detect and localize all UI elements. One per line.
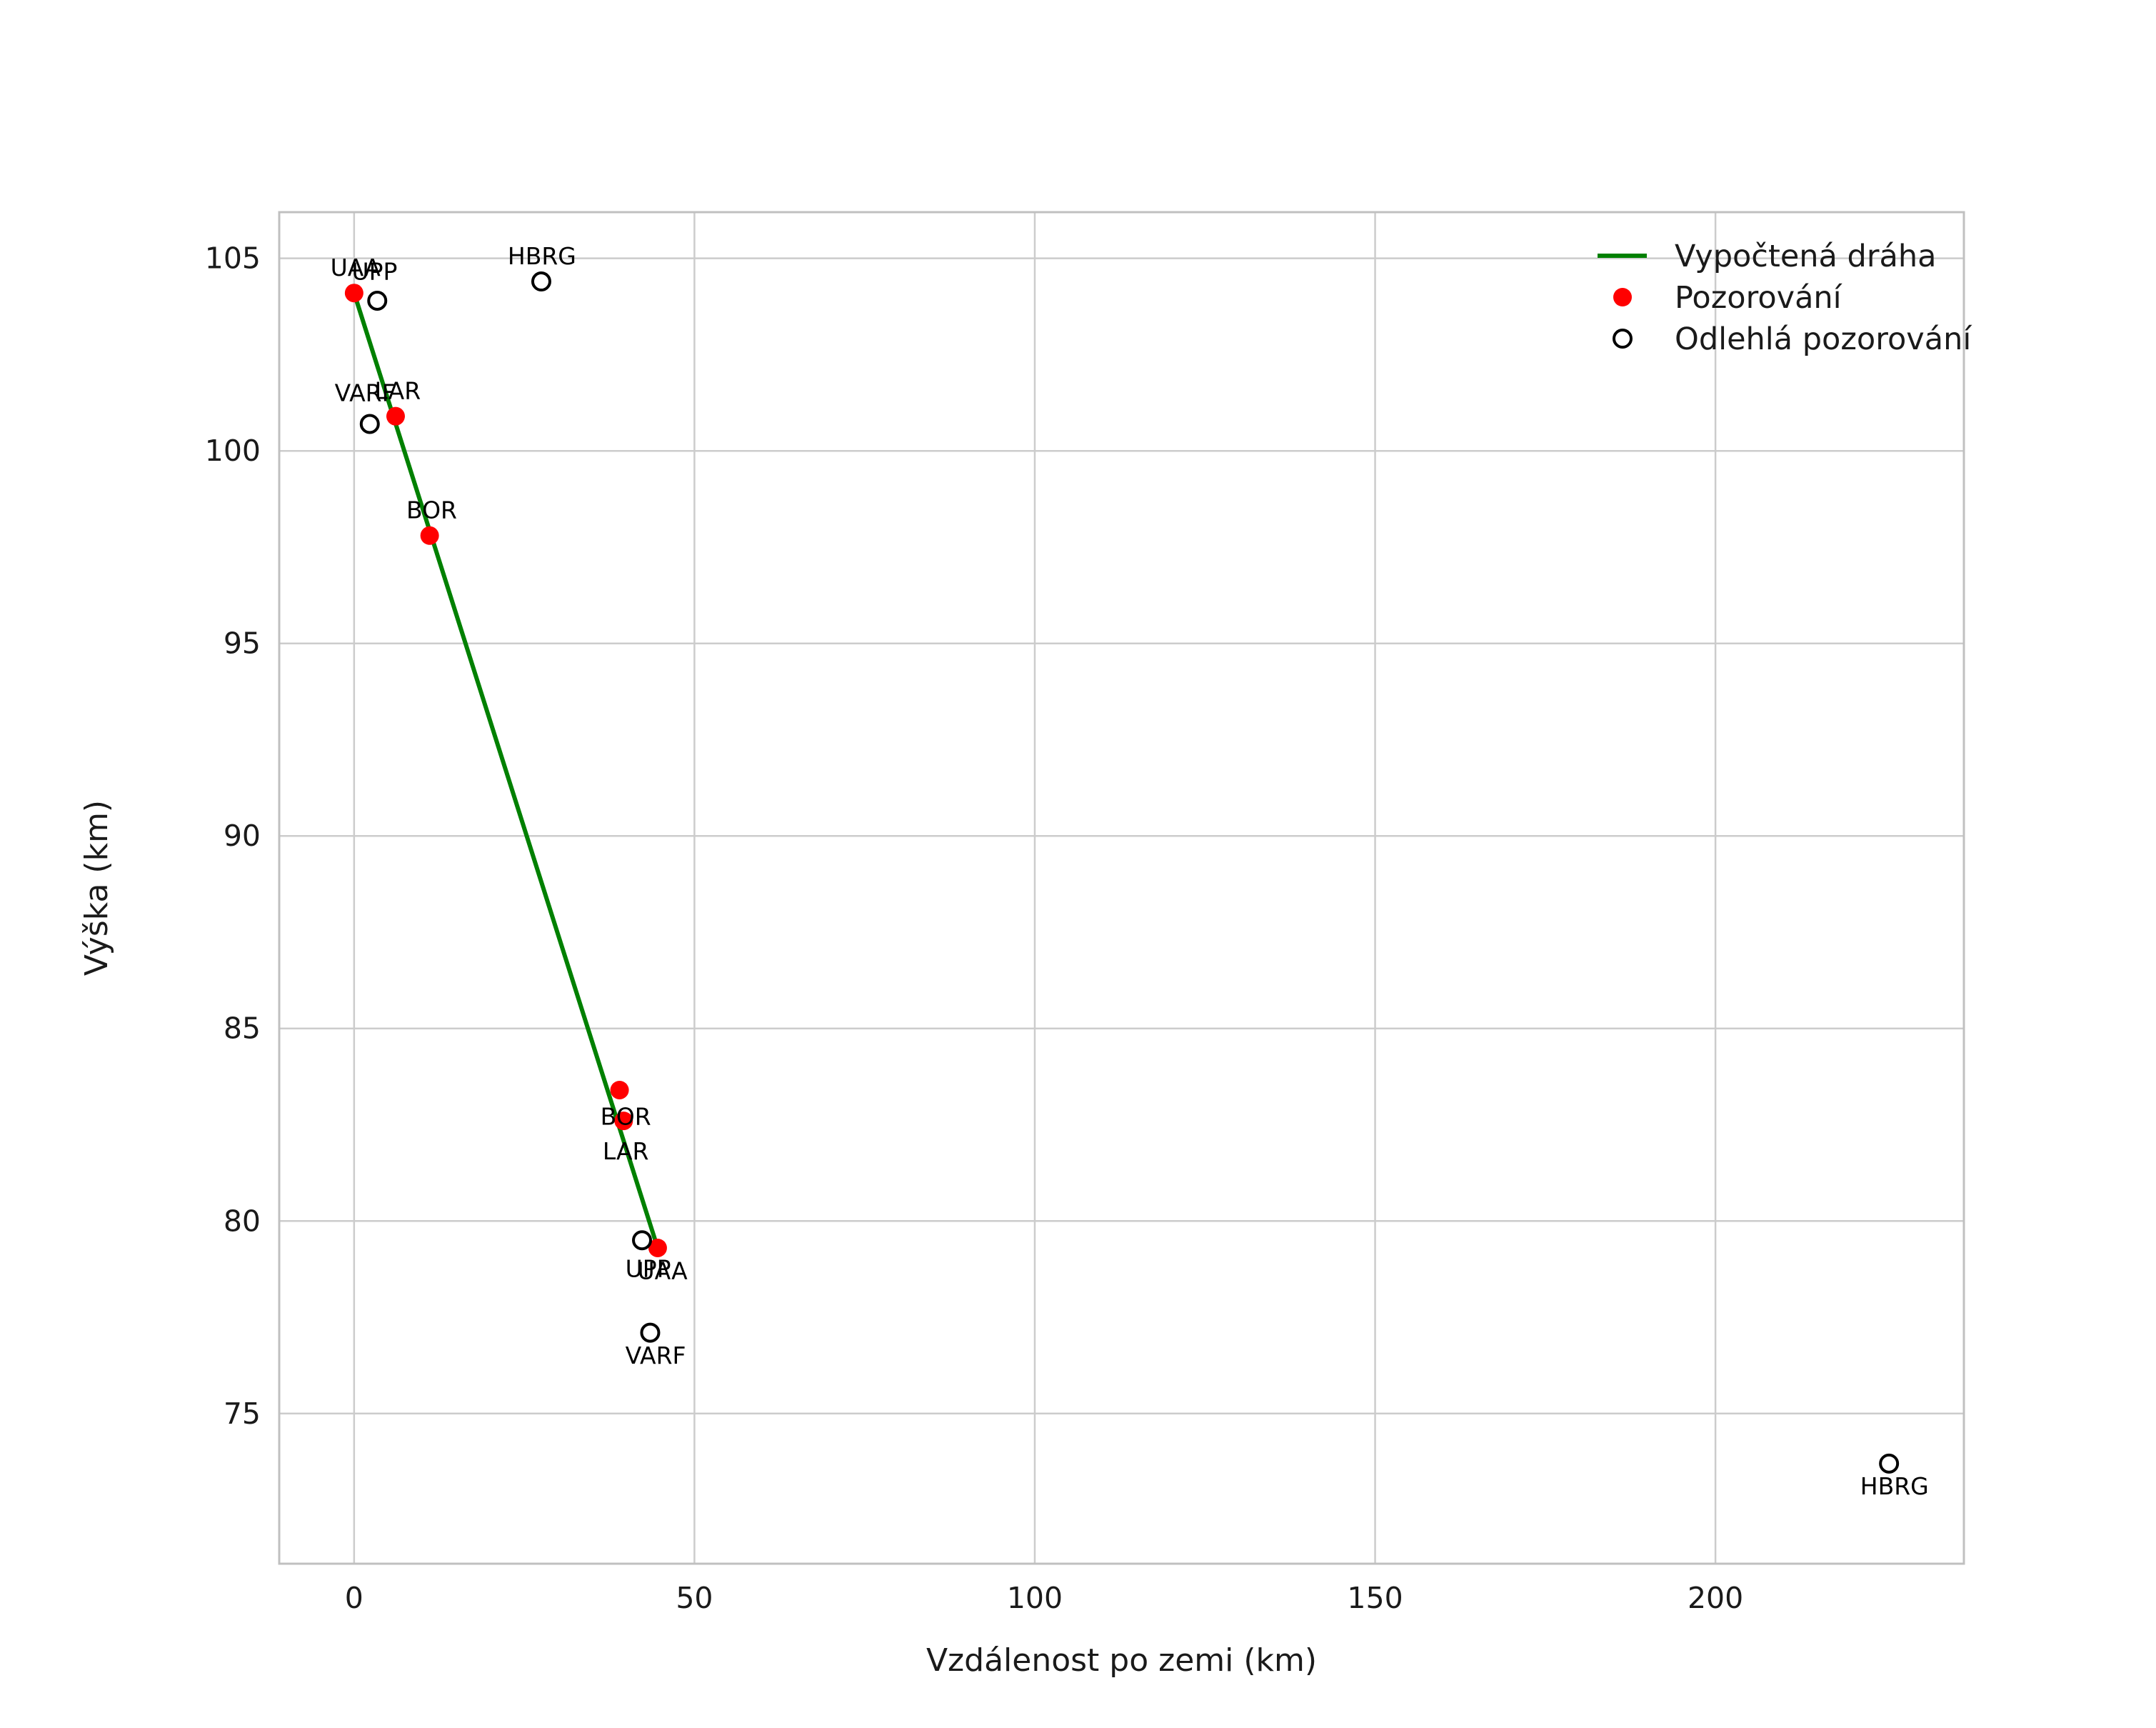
- outlier-points: [359, 271, 1900, 1474]
- y-tick-label: 90: [224, 819, 261, 853]
- outlier-point: [640, 1322, 661, 1343]
- observation-point: [648, 1238, 667, 1257]
- station-label: VARF: [335, 379, 396, 406]
- x-tick-label: 50: [676, 1581, 713, 1615]
- outlier-point: [632, 1230, 653, 1251]
- x-tick-label: 200: [1688, 1581, 1743, 1615]
- x-tick-label: 150: [1347, 1581, 1403, 1615]
- outlier-point: [359, 414, 380, 434]
- station-label: HBRG: [508, 242, 576, 270]
- legend-open-circle-sample: [1613, 329, 1633, 349]
- x-tick-label: 100: [1007, 1581, 1063, 1615]
- y-axis: 75 80 85 90 95 100 105: [205, 241, 261, 1431]
- y-tick-label: 75: [224, 1397, 261, 1431]
- y-axis-label: Výška (km): [79, 800, 115, 976]
- x-axis: 0 50 100 150 200: [345, 1581, 1743, 1615]
- station-label: UAA: [637, 1257, 688, 1284]
- legend-label: Vypočtená dráha: [1675, 239, 1936, 274]
- y-tick-label: 100: [205, 434, 261, 468]
- y-tick-label: 105: [205, 241, 261, 276]
- legend-item: Vypočtená dráha: [1598, 239, 1936, 274]
- x-tick-label: 0: [345, 1581, 363, 1615]
- y-tick-label: 95: [224, 626, 261, 661]
- legend-item: Pozorování: [1613, 280, 1843, 316]
- legend-item: Odlehlá pozorování: [1613, 321, 1972, 357]
- station-label: UPP: [626, 1255, 671, 1283]
- observation-point: [386, 406, 405, 426]
- plot-border: [278, 211, 1965, 1565]
- outlier-point: [367, 290, 388, 311]
- station-label: BOR: [601, 1103, 651, 1131]
- observation-point: [344, 284, 363, 303]
- y-tick-label: 85: [224, 1012, 261, 1046]
- trajectory-line: [351, 291, 660, 1250]
- legend: Vypočtená dráha Pozorování Odlehlá pozorov…: [1598, 239, 1972, 357]
- observation-points: [344, 284, 667, 1257]
- station-label: HBRG: [1860, 1472, 1929, 1500]
- legend-filled-circle-sample: [1613, 288, 1632, 306]
- x-axis-label: Vzdálenost po zemi (km): [926, 1642, 1317, 1679]
- grid: [279, 212, 1964, 1564]
- station-label: BOR: [406, 496, 457, 524]
- observation-point: [420, 526, 439, 545]
- observation-point: [614, 1112, 633, 1131]
- station-label: UAA: [331, 254, 381, 281]
- legend-label: Odlehlá pozorování: [1675, 321, 1972, 357]
- legend-label: Pozorování: [1675, 280, 1843, 316]
- station-label: LAR: [375, 377, 421, 405]
- station-label: VARF: [626, 1342, 686, 1369]
- y-tick-label: 80: [224, 1204, 261, 1238]
- outlier-point: [1879, 1453, 1900, 1474]
- station-label: LAR: [603, 1137, 649, 1165]
- observation-point: [610, 1080, 629, 1099]
- outlier-point: [531, 271, 551, 292]
- station-label: UPP: [351, 258, 397, 286]
